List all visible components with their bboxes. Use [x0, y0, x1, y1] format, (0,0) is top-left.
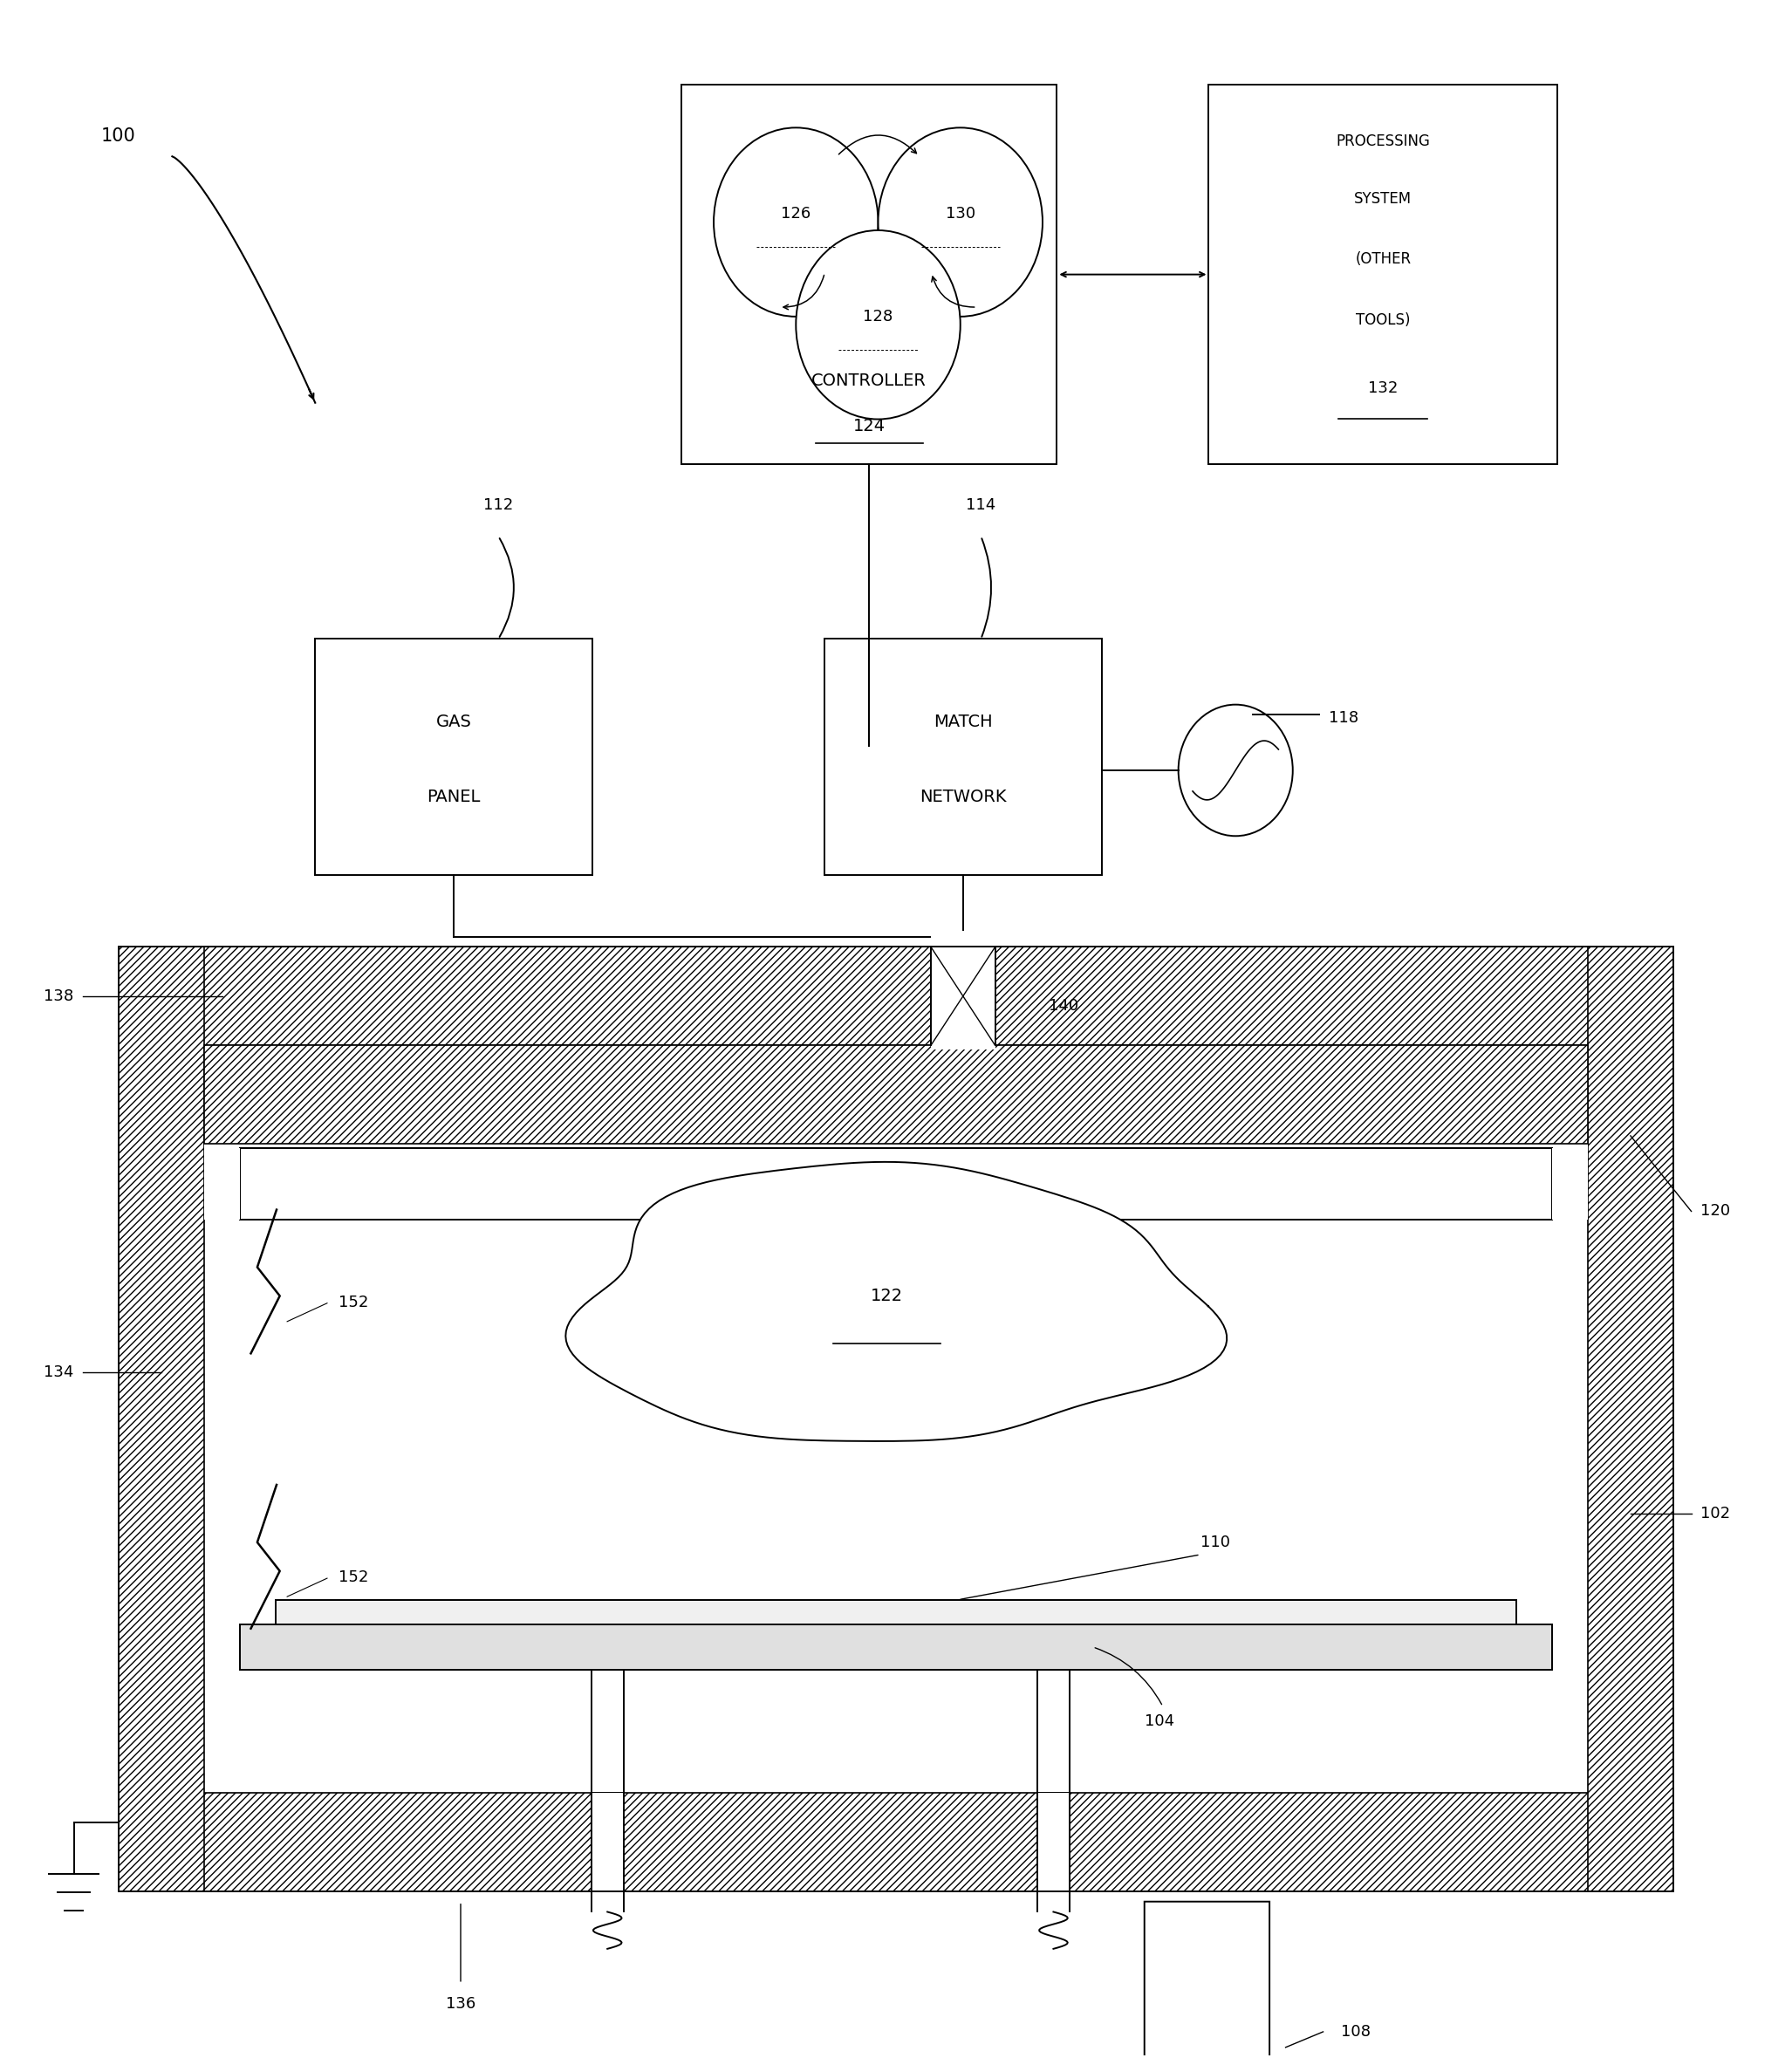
Text: SYSTEM: SYSTEM: [1355, 191, 1412, 206]
Text: 130: 130: [946, 206, 975, 222]
Bar: [118, 1793, 1674, 1891]
Bar: [1588, 947, 1674, 1891]
Bar: [118, 947, 1674, 1045]
Bar: [240, 1624, 1552, 1669]
Text: 102: 102: [1701, 1506, 1729, 1521]
Bar: [1038, 1793, 1070, 1891]
Text: PANEL: PANEL: [426, 788, 480, 805]
Text: 112: 112: [484, 498, 513, 512]
Circle shape: [878, 128, 1043, 317]
Bar: [1210, 84, 1557, 465]
Text: 152: 152: [339, 1570, 369, 1585]
Circle shape: [1179, 704, 1292, 836]
Bar: [204, 1144, 1588, 1148]
Bar: [591, 1793, 624, 1891]
Text: 110: 110: [1201, 1535, 1229, 1550]
Bar: [681, 84, 1057, 465]
Text: 140: 140: [1048, 998, 1079, 1015]
Text: 152: 152: [339, 1294, 369, 1311]
Text: MATCH: MATCH: [934, 714, 993, 731]
Text: 134: 134: [45, 1364, 73, 1379]
FancyArrow shape: [1109, 1902, 1305, 2058]
Text: 138: 138: [45, 988, 73, 1004]
Text: 122: 122: [871, 1288, 903, 1305]
Bar: [1552, 1148, 1588, 1220]
Bar: [204, 1148, 240, 1220]
Bar: [930, 930, 995, 1050]
Bar: [118, 947, 204, 1891]
Text: 118: 118: [1328, 710, 1358, 726]
Text: 120: 120: [1701, 1204, 1729, 1218]
Text: NETWORK: NETWORK: [919, 788, 1007, 805]
Bar: [276, 1599, 1516, 1624]
Circle shape: [796, 230, 961, 420]
Bar: [315, 638, 591, 875]
Bar: [204, 1045, 1588, 1144]
Text: GAS: GAS: [435, 714, 471, 731]
Text: 114: 114: [966, 498, 996, 512]
Text: 132: 132: [1367, 381, 1398, 397]
Text: 128: 128: [864, 309, 892, 325]
Circle shape: [713, 128, 878, 317]
Text: PROCESSING: PROCESSING: [1337, 134, 1430, 150]
Text: (OTHER: (OTHER: [1355, 251, 1410, 268]
Bar: [240, 1148, 1552, 1220]
Bar: [824, 638, 1102, 875]
Text: CONTROLLER: CONTROLLER: [812, 372, 926, 389]
Text: 126: 126: [781, 206, 810, 222]
Text: 104: 104: [1145, 1712, 1176, 1729]
Bar: [240, 1148, 1552, 1220]
Text: 136: 136: [446, 1996, 475, 2013]
Polygon shape: [566, 1163, 1228, 1441]
Text: 100: 100: [100, 128, 136, 144]
Text: 124: 124: [853, 418, 885, 434]
Text: TOOLS): TOOLS): [1357, 313, 1410, 327]
Text: 108: 108: [1340, 2023, 1371, 2039]
